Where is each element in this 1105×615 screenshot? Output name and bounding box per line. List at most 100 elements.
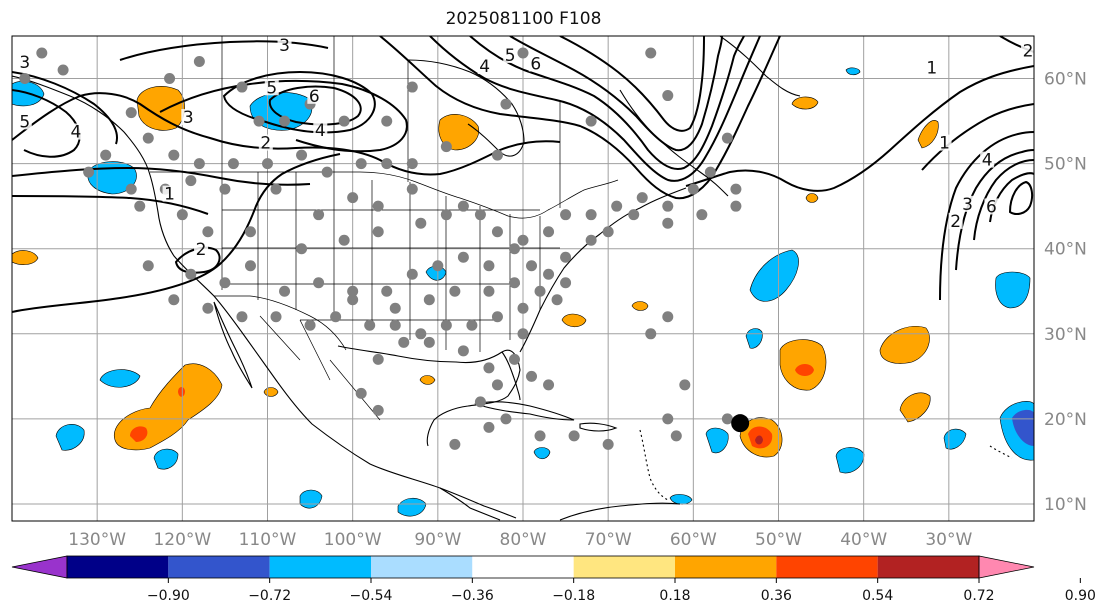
negative-anomaly-region [55, 424, 85, 451]
contour-line [973, 159, 1034, 241]
longitude-tick-label: 70°W [585, 530, 632, 550]
station-marker [372, 200, 384, 212]
station-marker [296, 243, 308, 255]
station-marker [202, 302, 214, 314]
station-marker [440, 319, 452, 331]
station-marker [474, 396, 486, 408]
colorbar-tick-label: 0.90 [1065, 588, 1096, 604]
station-marker [381, 158, 393, 170]
station-marker [313, 209, 325, 221]
contour-label-backdrop [181, 109, 196, 126]
station-marker [432, 260, 444, 272]
station-marker [389, 302, 401, 314]
station-marker [347, 294, 359, 306]
station-marker [338, 115, 350, 127]
station-marker [125, 183, 137, 195]
station-marker [491, 379, 503, 391]
positive-anomaly-core [755, 435, 763, 445]
contour-line [12, 195, 209, 215]
longitude-tick-label: 100°W [324, 530, 382, 550]
contour-label-backdrop [1021, 42, 1034, 59]
station-marker [176, 209, 188, 221]
contour-value-label: 6 [986, 197, 997, 217]
coastline-north-america-west [12, 75, 517, 519]
station-marker [19, 73, 31, 85]
longitude-tick-label: 40°W [840, 530, 887, 550]
contour-line [12, 153, 341, 313]
station-marker [628, 209, 640, 221]
contour-line [119, 40, 329, 61]
station-marker [193, 158, 205, 170]
coastlines [12, 36, 1013, 521]
station-marker [687, 183, 699, 195]
longitude-tick-label: 30°W [925, 530, 972, 550]
station-marker [415, 217, 427, 229]
contour-value-label: 3 [183, 108, 194, 128]
station-marker [338, 234, 350, 246]
latitude-tick-label: 50°N [1044, 155, 1087, 175]
station-marker [517, 328, 529, 340]
station-marker [83, 166, 95, 178]
station-marker [164, 73, 176, 85]
station-marker [381, 115, 393, 127]
station-marker [508, 243, 520, 255]
station-marker [347, 192, 359, 204]
colorbar-tick-label: −0.72 [248, 588, 291, 604]
station-marker [560, 277, 572, 289]
station-marker [142, 132, 154, 144]
station-marker [721, 132, 733, 144]
coastline-cuba [474, 401, 575, 421]
station-marker [645, 47, 657, 59]
station-marker [662, 311, 674, 323]
station-marker [602, 226, 614, 238]
station-marker [364, 319, 376, 331]
station-marker [543, 379, 555, 391]
contour-label-backdrop [948, 212, 963, 229]
colorbar-frame [66, 555, 980, 579]
contour-value-label: 4 [315, 121, 326, 141]
station-marker [253, 115, 265, 127]
latitude-tick-label: 40°N [1044, 240, 1087, 260]
longitude-tick-label: 60°W [670, 530, 717, 550]
station-marker [279, 285, 291, 297]
colorbar-tick-label: −0.90 [147, 588, 190, 604]
station-marker [134, 200, 146, 212]
longitude-tick-label: 120°W [153, 530, 211, 550]
station-marker [321, 166, 333, 178]
contour-value-label: 2 [260, 134, 271, 154]
contour-line [469, 36, 745, 170]
canada-province-lines [221, 36, 561, 208]
chart-title: 2025081100 F108 [445, 9, 602, 29]
longitude-labels: 130°W 120°W 110°W 100°W 90°W 80°W 70°W 60°W 50°W… [68, 530, 972, 550]
colorbar-segment [67, 556, 169, 578]
negative-anomaly-region [669, 494, 693, 505]
lesser-antilles [639, 429, 669, 501]
contour-value-label: 4 [982, 151, 993, 171]
negative-anomaly-region [705, 427, 729, 454]
colorbar-extend-min [11, 555, 68, 579]
positive-anomaly-region [12, 250, 39, 265]
station-marker [406, 81, 418, 93]
station-marker [347, 285, 359, 297]
station-marker [500, 413, 512, 425]
longitude-tick-label: 90°W [414, 530, 461, 550]
station-marker [372, 353, 384, 365]
coastline-south-america [559, 502, 681, 521]
contour-line [1008, 180, 1034, 215]
station-marker [602, 438, 614, 450]
station-marker [526, 260, 538, 272]
contour-value-label: 2 [196, 240, 207, 260]
station-marker [185, 175, 197, 187]
station-marker [645, 328, 657, 340]
coastline-central-america [439, 487, 501, 521]
latitude-tick-label: 20°N [1044, 410, 1087, 430]
latitude-labels: 10°N 20°N 30°N 40°N 50°N 60°N [1044, 70, 1087, 515]
station-marker [168, 294, 180, 306]
negative-anomaly-region [99, 369, 141, 388]
positive-anomaly-region [263, 387, 279, 397]
mexico-state-lines [259, 315, 381, 421]
station-marker [440, 141, 452, 153]
station-marker [381, 285, 393, 297]
negative-anomaly-region [153, 448, 179, 470]
colorbar-tick-label: 0.54 [862, 588, 893, 604]
